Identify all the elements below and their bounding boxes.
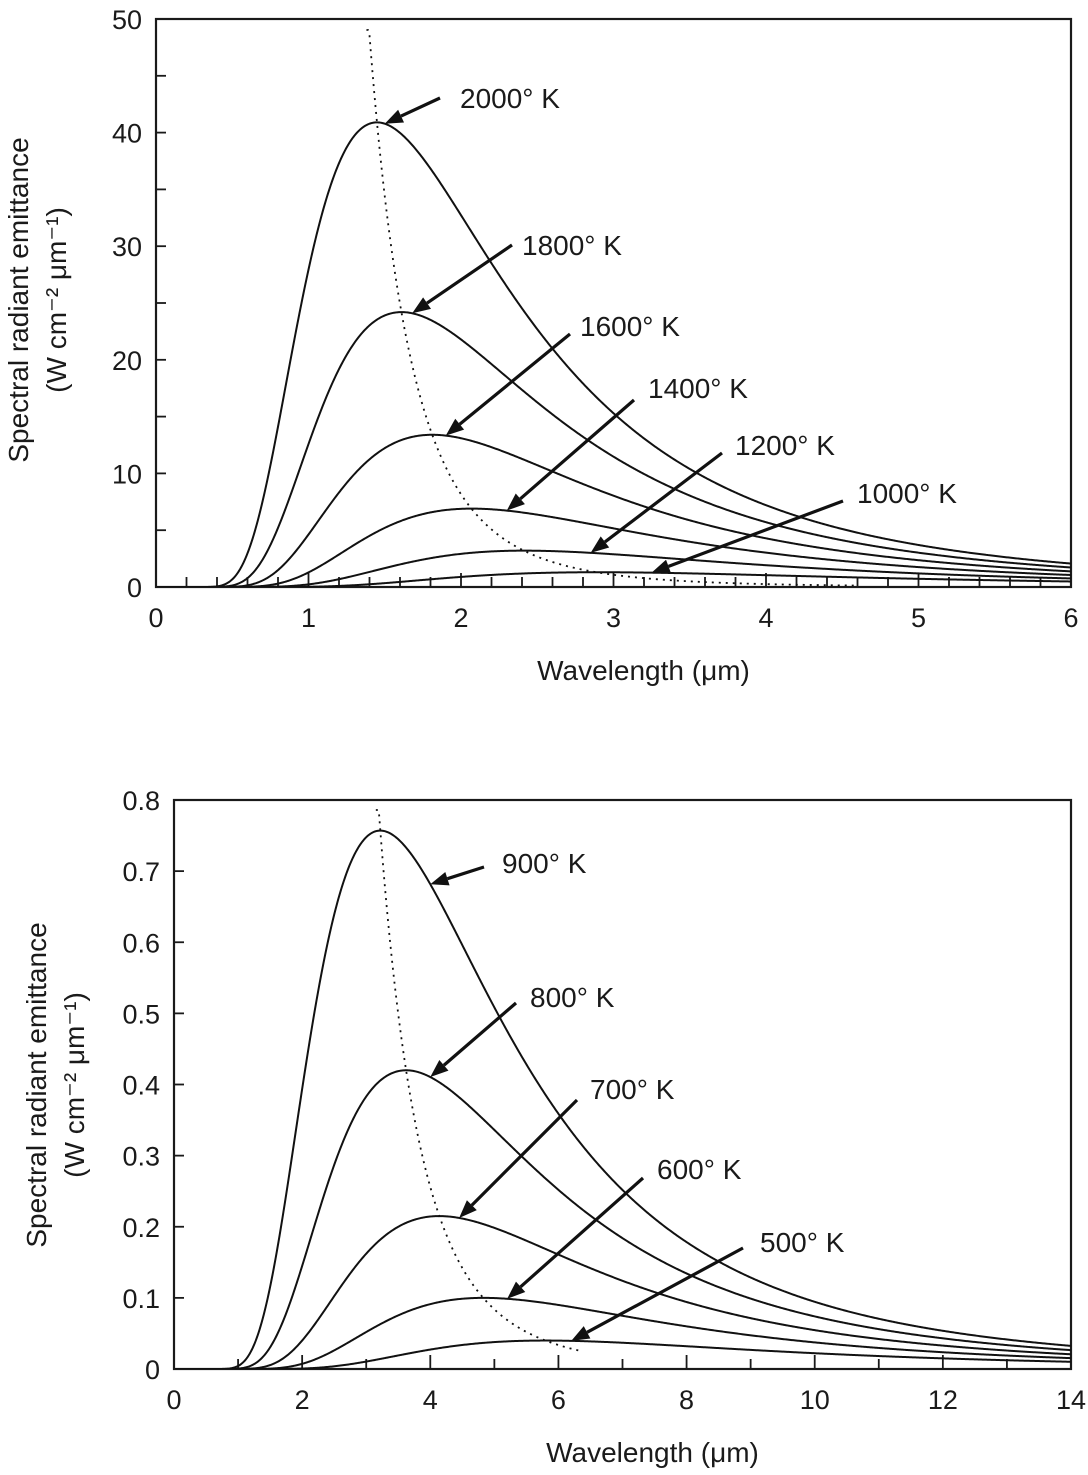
arrow-head — [430, 872, 450, 886]
chart-high-temperature: 0 1 2 3 4 5 6 0 10 20 30 40 50 Wavelength (μm) Spectra… — [3, 5, 1079, 686]
x-tick-label: 10 — [800, 1385, 830, 1415]
y-tick-label: 40 — [112, 119, 142, 149]
x-tick-label: 6 — [1063, 603, 1078, 633]
y-tick-label: 0.1 — [122, 1284, 160, 1314]
curve-1200k — [157, 549, 1071, 587]
label-arrow — [470, 1098, 579, 1207]
y-tick-label: 0 — [127, 573, 142, 603]
curve-1400k — [157, 507, 1071, 587]
label-arrow — [442, 1001, 518, 1067]
y-tick-label: 50 — [112, 5, 142, 35]
label-arrow — [446, 865, 485, 881]
label-arrow — [586, 1246, 744, 1334]
curve-label: 600° K — [657, 1154, 742, 1185]
y-axis-title: Spectral radiant emittance — [21, 922, 52, 1247]
curve-label: 2000° K — [460, 83, 560, 114]
curve-500k — [175, 1339, 1071, 1369]
curve-label: 1600° K — [580, 311, 680, 342]
curve-800k — [175, 1069, 1071, 1369]
curve-900k — [175, 829, 1071, 1369]
label-arrow — [458, 332, 572, 426]
arrow-head — [507, 1281, 526, 1299]
x-tick-label: 4 — [423, 1385, 438, 1415]
y-tick-label: 0.2 — [122, 1213, 160, 1243]
arrow-head — [651, 559, 671, 573]
y-tick-label: 0.8 — [122, 786, 160, 816]
y-tick-label: 20 — [112, 346, 142, 376]
y-tick-label: 0.3 — [122, 1142, 160, 1172]
curve-600k — [175, 1296, 1071, 1369]
y-tick-label: 0.7 — [122, 857, 160, 887]
y-tick-label: 0.6 — [122, 928, 160, 958]
curve-label: 700° K — [590, 1074, 675, 1105]
x-tick-label: 12 — [928, 1385, 958, 1415]
x-tick-label: 4 — [758, 603, 773, 633]
chart-low-temperature: 0 2 4 6 8 10 12 14 0 0.1 0.2 0.3 0.4 0.5 0.6 0.7 0.8 Wave… — [21, 786, 1086, 1468]
curve-1600k — [157, 433, 1071, 587]
arrow-head — [430, 1059, 449, 1078]
label-arrow — [519, 1176, 645, 1289]
label-arrow — [603, 451, 723, 544]
y-tick-label: 0 — [145, 1355, 160, 1385]
x-tick-label: 8 — [679, 1385, 694, 1415]
y-axis-title: Spectral radiant emittance — [3, 137, 34, 462]
arrow-head — [506, 493, 525, 511]
label-arrow — [519, 398, 636, 501]
wien-peak-locus — [366, 29, 858, 587]
arrow-head — [590, 536, 610, 553]
x-tick-label: 5 — [911, 603, 926, 633]
arrow-head — [445, 418, 465, 436]
curve-label: 1200° K — [735, 430, 835, 461]
x-tick-label: 14 — [1056, 1385, 1086, 1415]
x-tick-label: 1 — [301, 603, 316, 633]
curve-1800k — [157, 311, 1071, 587]
curve-2000k — [157, 121, 1071, 587]
x-axis-title: Wavelength (μm) — [546, 1437, 759, 1468]
x-axis-title: Wavelength (μm) — [537, 655, 750, 686]
x-tick-label: 0 — [166, 1385, 181, 1415]
curve-label: 1400° K — [648, 373, 748, 404]
y-tick-label: 30 — [112, 232, 142, 262]
x-tick-label: 2 — [295, 1385, 310, 1415]
curve-label: 1800° K — [522, 230, 622, 261]
y-tick-label: 0.4 — [122, 1071, 160, 1101]
x-tick-label: 6 — [551, 1385, 566, 1415]
y-axis-units: (W cm⁻² μm⁻¹) — [41, 207, 72, 393]
y-tick-label: 10 — [112, 459, 142, 489]
x-tick-label: 2 — [453, 603, 468, 633]
curve-label: 900° K — [502, 848, 587, 879]
curve-1000k — [157, 571, 1071, 587]
y-axis-units: (W cm⁻² μm⁻¹) — [59, 992, 90, 1178]
x-tick-label: 3 — [606, 603, 621, 633]
arrow-head — [459, 1200, 477, 1218]
x-tick-label: 0 — [148, 603, 163, 633]
label-arrow — [400, 96, 441, 118]
curve-label: 800° K — [530, 982, 615, 1013]
curve-700k — [175, 1215, 1071, 1369]
y-tick-label: 0.5 — [122, 999, 160, 1029]
wien-peak-locus — [375, 809, 582, 1352]
label-arrow — [426, 243, 513, 305]
arrow-head — [571, 1326, 591, 1341]
arrow-head — [384, 109, 405, 124]
arrow-head — [412, 297, 432, 314]
curve-label: 500° K — [760, 1227, 845, 1258]
curve-label: 1000° K — [857, 478, 957, 509]
label-arrow — [667, 499, 844, 568]
